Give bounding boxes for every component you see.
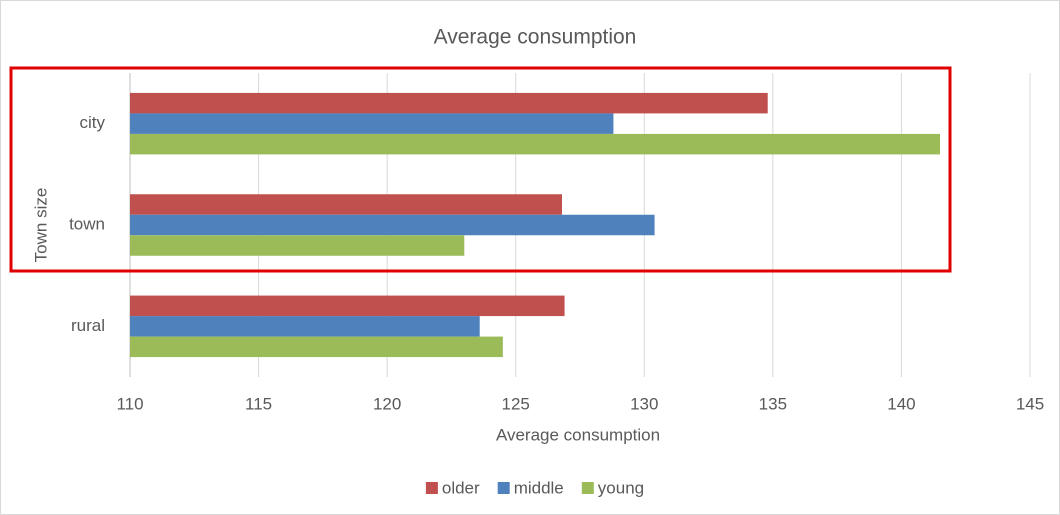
y-tick-label: town — [69, 214, 105, 233]
bar — [130, 194, 562, 215]
x-tick-label: 110 — [116, 394, 143, 413]
legend-swatch — [425, 482, 438, 494]
bar — [130, 336, 503, 358]
chart-title: Average consumption — [434, 26, 637, 49]
x-tick-label: 140 — [887, 394, 915, 413]
x-tick-label: 125 — [502, 394, 530, 413]
legend-label: middle — [514, 478, 564, 497]
bar — [130, 235, 465, 256]
legend-swatch — [497, 482, 510, 494]
bar — [130, 92, 768, 114]
bar — [130, 133, 940, 155]
y-tick-label: city — [80, 113, 106, 132]
legend-swatch — [581, 482, 594, 494]
bar — [130, 295, 565, 317]
bar — [130, 113, 614, 134]
y-axis-label: Town size — [31, 188, 50, 263]
bar — [130, 316, 480, 337]
legend: older middle young — [425, 478, 644, 497]
x-tick-label: 115 — [245, 394, 272, 413]
y-tick-label: rural — [71, 316, 105, 335]
bars: city town rural — [69, 92, 940, 358]
x-tick-label: 120 — [373, 394, 401, 413]
legend-label: young — [598, 478, 644, 497]
x-tick-label: 145 — [1016, 394, 1044, 413]
x-tick-label: 135 — [759, 394, 787, 413]
x-axis-label: Average consumption — [496, 425, 660, 444]
highlight-box — [9, 66, 952, 273]
x-tick-label: 130 — [630, 394, 658, 413]
legend-label: older — [442, 478, 480, 497]
bar — [130, 214, 655, 236]
